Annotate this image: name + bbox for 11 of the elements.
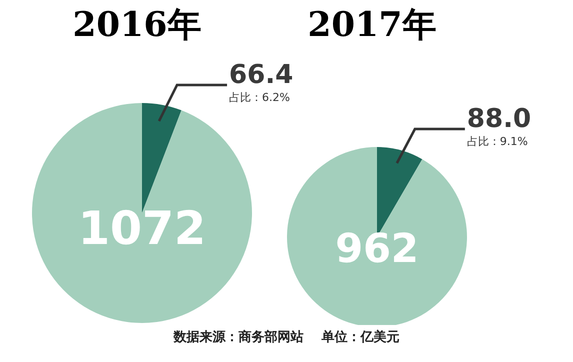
chart-title: 2017年 xyxy=(306,4,438,47)
source-note: 数据来源：商务部网站 单位：亿美元 xyxy=(172,328,401,346)
pie-slice xyxy=(287,147,467,325)
data-label: 88.0 xyxy=(466,104,532,134)
pie-slice xyxy=(32,103,252,323)
data-label: 1072 xyxy=(78,200,206,255)
text: 占比：6.2% xyxy=(229,91,290,104)
data-label: 66.4 xyxy=(229,60,294,90)
data-label: 962 xyxy=(335,226,419,272)
text: 占比：9.1% xyxy=(466,135,528,148)
chart-title: 2016年 xyxy=(72,4,202,47)
